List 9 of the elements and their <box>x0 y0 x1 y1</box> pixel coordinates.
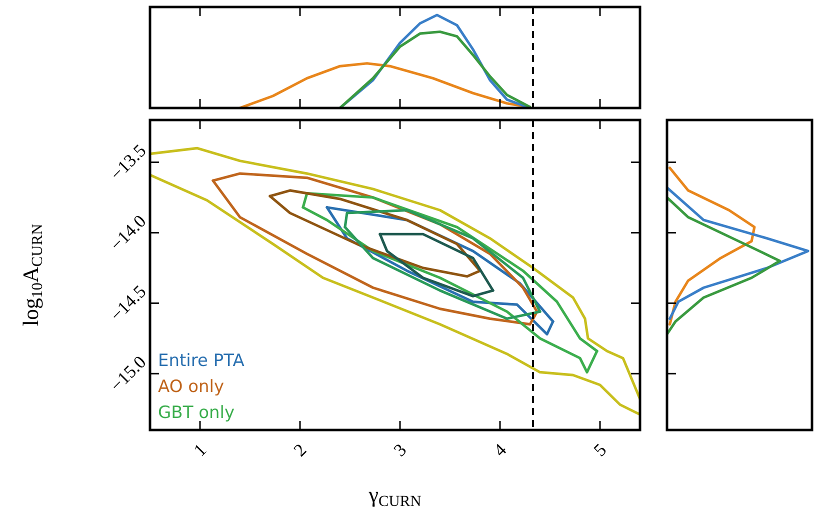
text: AO only <box>158 377 224 397</box>
x-tick-label: 5 <box>590 440 610 460</box>
x-tick-label: 4 <box>490 440 510 460</box>
x-tick-label: 1 <box>190 440 210 460</box>
x-tick-label: 2 <box>290 440 310 460</box>
x-axis-title: γ$_{CURN}$ <box>368 482 422 510</box>
text: GBT only <box>158 403 235 423</box>
x-tick-label: 3 <box>390 440 410 460</box>
text: Entire PTA <box>158 351 245 371</box>
